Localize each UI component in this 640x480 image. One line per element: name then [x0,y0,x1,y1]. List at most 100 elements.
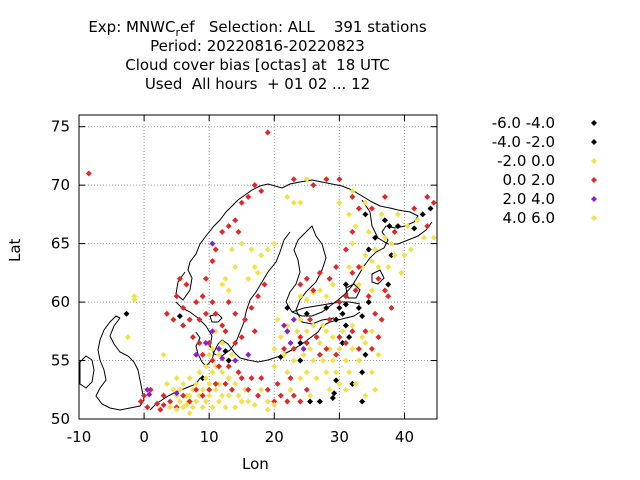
station-marker [333,351,340,358]
station-marker [316,398,323,405]
legend: -6.0 -4.0-4.0 -2.0-2.0 0.00.0 2.02.0 4.0… [492,114,597,227]
station-marker [297,334,304,341]
station-marker [219,340,226,346]
station-marker [365,293,372,300]
station-marker [336,334,343,341]
station-marker [372,310,379,317]
station-marker [346,369,353,376]
station-marker [238,398,245,405]
station-marker [219,322,226,329]
station-marker [277,334,284,341]
station-marker [222,328,229,335]
station-marker [297,199,304,206]
station-marker [85,170,92,177]
station-marker [281,351,288,358]
station-marker [193,398,200,405]
station-marker [173,293,180,300]
station-marker [394,211,401,218]
station-marker [300,351,307,358]
station-marker [284,304,291,311]
station-marker [349,380,356,387]
title-line-4: Used All hours + 01 02 ... 12 [144,75,371,93]
station-marker [375,275,382,282]
station-marker [173,406,180,413]
station-marker [342,301,349,308]
legend-marker [591,177,597,183]
station-marker [349,328,356,335]
station-marker [290,199,297,206]
title-line-1: Exp: MNWCref Selection: ALL 391 stations [88,18,427,39]
station-marker [310,322,317,329]
station-marker [362,340,369,346]
station-marker [313,334,320,341]
baltic-coast [267,311,361,361]
station-marker [427,205,434,212]
station-marker [342,246,349,253]
station-marker [316,340,323,346]
station-marker [391,228,398,235]
station-marker [232,404,239,411]
station-marker [349,188,356,194]
station-marker [411,205,418,212]
station-marker [189,386,196,393]
station-marker [228,386,235,393]
station-marker [202,398,209,405]
station-marker [176,313,183,320]
station-marker [303,310,310,317]
legend-label: -6.0 -4.0 [492,114,555,132]
station-marker [368,345,375,352]
station-marker [248,246,255,253]
station-marker [362,199,369,206]
station-marker [176,398,183,405]
station-marker [359,398,366,405]
station-marker [284,328,291,335]
station-marker [222,404,229,411]
station-marker [225,392,232,399]
station-marker [378,316,385,323]
station-marker [251,328,258,335]
station-marker [245,386,252,393]
station-marker [170,316,177,323]
station-marker [206,392,213,399]
legend-label: 2.0 4.0 [503,190,555,208]
station-marker [303,328,310,335]
legend-label: 4.0 6.0 [503,209,555,227]
plot-frame [78,114,438,420]
title-line-3: Cloud cover bias [octas] at 18 UTC [125,56,390,74]
station-marker [297,340,304,346]
station-marker [274,380,281,387]
station-marker [368,287,375,294]
station-marker [232,264,239,270]
station-marker [264,386,271,393]
station-marker [199,386,206,393]
station-marker [274,316,281,323]
station-marker [186,316,193,323]
station-marker [144,404,151,411]
station-marker [258,252,265,259]
station-marker [359,313,366,320]
y-tick-label: 55 [51,352,70,370]
station-marker [154,400,161,407]
station-marker [420,234,427,241]
station-marker [238,375,245,382]
legend-marker [591,158,597,164]
station-marker [388,252,395,259]
station-marker [264,398,271,405]
station-marker [144,386,151,393]
station-marker [303,369,310,376]
station-marker [202,310,209,317]
station-marker [189,334,196,341]
station-marker [235,392,242,399]
station-marker [365,246,372,253]
station-marker [329,281,336,288]
station-marker [209,299,216,306]
station-marker [333,377,340,384]
station-marker [141,392,148,399]
station-marker [212,380,219,387]
station-marker [271,363,278,370]
station-marker [368,369,375,376]
station-marker [349,228,356,235]
station-marker [287,375,294,382]
station-marker [225,375,232,382]
station-marker [352,287,359,294]
